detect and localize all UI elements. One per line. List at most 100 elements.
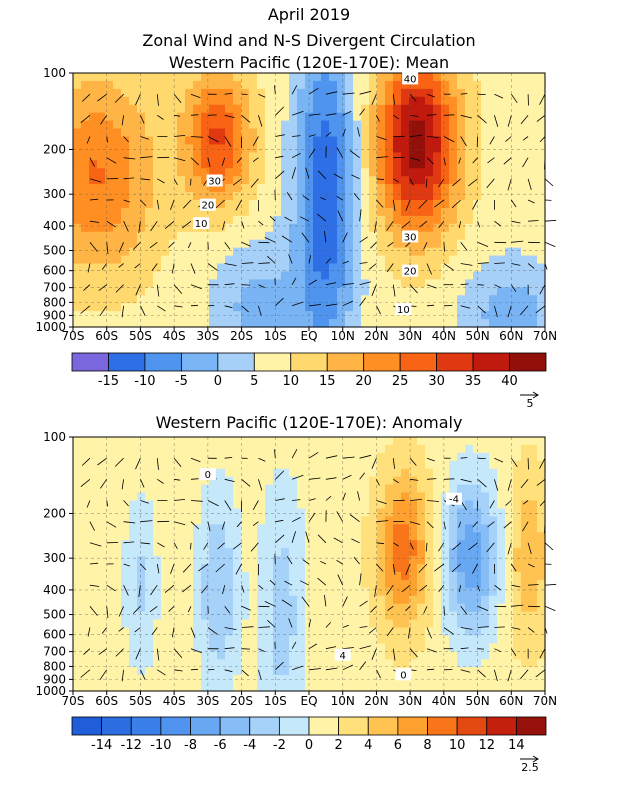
heatmap-cell — [73, 144, 82, 153]
heatmap-cell — [385, 128, 394, 138]
heatmap-cell — [337, 223, 346, 233]
heatmap-cell — [345, 176, 354, 185]
heatmap-cell — [265, 548, 274, 557]
heatmap-cell — [513, 223, 522, 233]
heatmap-cell — [177, 516, 186, 525]
heatmap-cell — [385, 603, 394, 613]
heatmap-cell — [97, 460, 106, 470]
wind-vector — [511, 240, 524, 243]
heatmap-cell — [505, 484, 514, 494]
heatmap-cell — [369, 611, 378, 621]
heatmap-cell — [481, 207, 490, 217]
heatmap-cell — [377, 112, 386, 122]
heatmap-cell — [289, 476, 298, 486]
heatmap-cell — [81, 247, 90, 257]
heatmap-cell — [265, 144, 274, 153]
heatmap-cell — [209, 484, 218, 494]
heatmap-cell — [225, 452, 234, 462]
heatmap-cell — [233, 643, 242, 652]
heatmap-cell — [81, 603, 90, 613]
heatmap-cell — [161, 492, 170, 502]
heatmap-cell — [425, 643, 434, 652]
heatmap-cell — [265, 524, 274, 533]
heatmap-cell — [209, 571, 218, 581]
heatmap-cell — [241, 437, 250, 446]
heatmap-cell — [401, 104, 410, 114]
heatmap-cell — [233, 556, 242, 565]
heatmap-cell — [505, 160, 514, 169]
heatmap-cell — [153, 152, 162, 161]
heatmap-cell — [289, 271, 298, 280]
heatmap-cell — [145, 437, 154, 446]
heatmap-cell — [105, 548, 114, 557]
heatmap-cell — [521, 96, 530, 106]
heatmap-cell — [129, 271, 138, 280]
heatmap-cell — [217, 500, 226, 510]
heatmap-cell — [89, 484, 98, 494]
heatmap-cell — [281, 548, 290, 557]
heatmap-cell — [97, 176, 106, 185]
heatmap-cell — [225, 271, 234, 280]
heatmap-cell — [441, 287, 450, 296]
heatmap-cell — [433, 104, 442, 114]
heatmap-cell — [489, 595, 498, 605]
heatmap-cell — [161, 635, 170, 644]
heatmap-cell — [129, 500, 138, 510]
heatmap-cell — [201, 571, 210, 581]
heatmap-cell — [433, 152, 442, 161]
heatmap-cell — [89, 683, 98, 692]
wind-vector — [118, 242, 124, 253]
heatmap-cell — [217, 587, 226, 597]
heatmap-cell — [121, 683, 130, 692]
heatmap-cell — [297, 160, 306, 169]
heatmap-cell — [89, 595, 98, 605]
heatmap-cell — [153, 444, 162, 454]
heatmap-cell — [193, 303, 202, 312]
heatmap-cell — [369, 247, 378, 257]
heatmap-cell — [145, 200, 154, 209]
heatmap-cell — [129, 532, 138, 541]
heatmap-cell — [377, 571, 386, 581]
heatmap-cell — [241, 207, 250, 217]
heatmap-cell — [321, 136, 330, 146]
heatmap-cell — [313, 437, 322, 446]
heatmap-cell — [297, 295, 306, 304]
heatmap-cell — [409, 120, 418, 130]
heatmap-cell — [73, 452, 82, 462]
wind-vector — [405, 606, 411, 612]
heatmap-cell — [193, 207, 202, 217]
heatmap-cell — [193, 152, 202, 161]
heatmap-cell — [489, 627, 498, 637]
heatmap-cell — [129, 255, 138, 265]
heatmap-cell — [257, 460, 266, 470]
heatmap-cell — [225, 524, 234, 533]
heatmap-cell — [537, 627, 546, 637]
heatmap-cell — [537, 611, 546, 621]
heatmap-cell — [513, 303, 522, 312]
heatmap-cell — [457, 452, 466, 462]
wind-vector — [510, 284, 517, 293]
heatmap-cell — [377, 319, 386, 328]
heatmap-cell — [105, 279, 114, 288]
heatmap-cell — [481, 247, 490, 257]
heatmap-cell — [249, 200, 258, 209]
wind-vector — [353, 193, 360, 201]
heatmap-cell — [441, 556, 450, 565]
heatmap-cell — [185, 303, 194, 312]
heatmap-cell — [369, 152, 378, 161]
heatmap-cell — [449, 683, 458, 692]
wind-vector — [308, 668, 321, 671]
heatmap-cell — [113, 96, 122, 106]
heatmap-cell — [201, 319, 210, 328]
heatmap-cell — [521, 564, 530, 573]
wind-vector — [236, 521, 242, 528]
heatmap-cell — [521, 247, 530, 257]
heatmap-cell — [409, 643, 418, 652]
heatmap-cell — [145, 675, 154, 684]
heatmap-cell — [129, 460, 138, 470]
heatmap-cell — [105, 643, 114, 652]
heatmap-cell — [417, 603, 426, 613]
y-tick-label: 500 — [43, 608, 66, 622]
heatmap-cell — [193, 176, 202, 185]
wind-vector — [89, 606, 98, 616]
